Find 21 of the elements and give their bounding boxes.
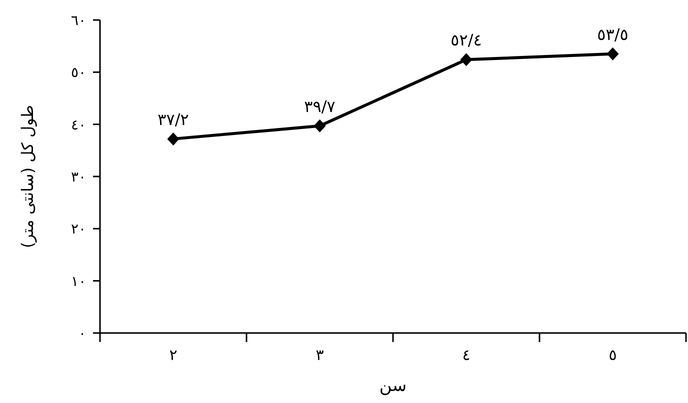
data-label: ٥٢/٤ [450, 30, 482, 50]
point [314, 119, 326, 132]
y-tick-label: ٢٠ [70, 222, 86, 238]
y-axis-title: طول کل (سانتی متر) [18, 104, 37, 248]
y-tick-label: ٥٠ [70, 65, 86, 82]
y-tick-label: ٤٠ [70, 117, 86, 134]
x-tick-label: ٢ [169, 346, 178, 364]
data-label: ٣٧/٢ [158, 110, 189, 129]
x-axis-title: سن [379, 376, 407, 396]
y-tick-label: ٦٠ [70, 13, 86, 29]
x-tick-label: ٥ [608, 346, 617, 364]
data-label: ٣٩/٧ [304, 96, 336, 116]
y-tick-label: ٠ [78, 326, 86, 342]
point [460, 53, 472, 66]
y-tick-label: ٣٠ [70, 170, 86, 186]
x-tick-label: ٤ [462, 346, 470, 364]
x-tick-label: ٣ [316, 346, 324, 364]
point [606, 47, 619, 60]
y-tick-label: ١٠ [70, 274, 86, 290]
data-label: ٥٣/٥ [597, 24, 628, 44]
point [167, 132, 180, 146]
